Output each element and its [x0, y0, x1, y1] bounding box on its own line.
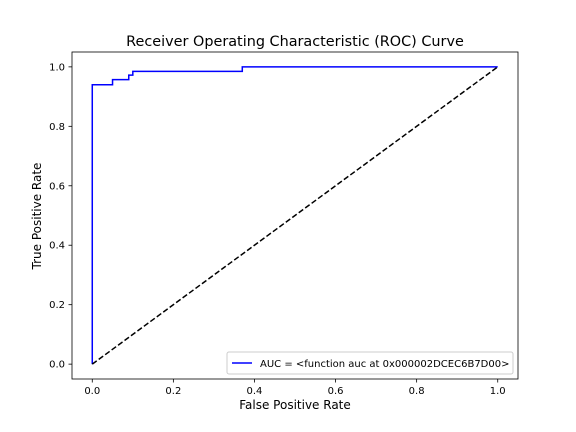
- x-tick-label: 1.0: [490, 386, 506, 397]
- legend: AUC = <function auc at 0x000002DCEC6B7D0…: [226, 351, 514, 375]
- legend-box: [226, 351, 514, 375]
- y-tick-label: 0.0: [49, 360, 65, 371]
- plot-frame: [71, 51, 519, 380]
- y-tick-label: 0.8: [49, 122, 65, 133]
- roc-curve-line: [91, 66, 498, 365]
- x-tick-label: 0.4: [247, 386, 263, 397]
- series-layer: [91, 66, 499, 365]
- x-tick-label: 0.2: [165, 386, 181, 397]
- x-axis: 0.0 0.2 0.4 0.6 0.8 1.0: [84, 379, 506, 397]
- x-tick-label: 0.8: [409, 386, 425, 397]
- y-axis-label: True Positive Rate: [30, 163, 44, 271]
- y-tick-label: 0.2: [49, 300, 65, 311]
- chart-title: Receiver Operating Characteristic (ROC) …: [126, 34, 464, 50]
- diagonal-reference-line: [91, 66, 499, 365]
- x-axis-label: False Positive Rate: [239, 398, 351, 412]
- legend-label-auc: AUC = <function auc at 0x000002DCEC6B7D0…: [260, 359, 509, 370]
- y-tick-label: 1.0: [49, 62, 65, 73]
- x-tick-label: 0.6: [328, 386, 344, 397]
- x-tick-label: 0.0: [84, 386, 100, 397]
- y-axis: 0.0 0.2 0.4 0.6 0.8 1.0: [49, 62, 72, 371]
- y-tick-label: 0.6: [49, 181, 65, 192]
- y-tick-label: 0.4: [49, 241, 65, 252]
